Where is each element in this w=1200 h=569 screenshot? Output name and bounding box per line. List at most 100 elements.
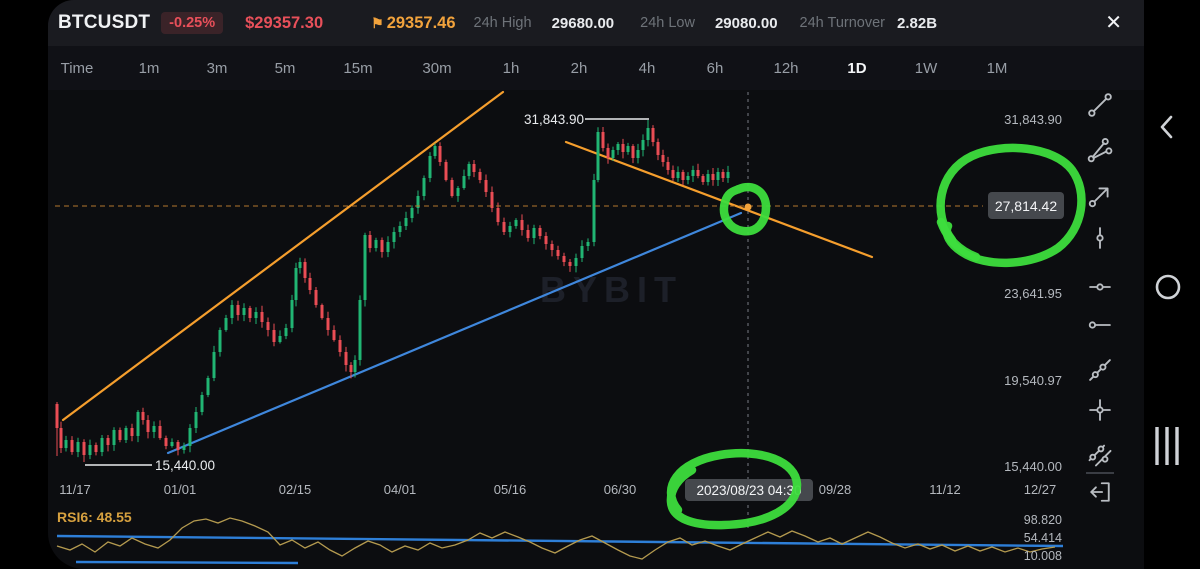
price-axis-label[interactable]: 15,440.00 bbox=[1004, 459, 1062, 474]
nav-back-button[interactable] bbox=[1154, 112, 1182, 147]
candle bbox=[82, 442, 86, 455]
candle bbox=[94, 445, 98, 452]
time-axis-label[interactable]: 09/28 bbox=[818, 482, 852, 497]
candle bbox=[112, 430, 116, 445]
candle bbox=[716, 172, 720, 180]
candle bbox=[363, 235, 367, 300]
time-axis-label[interactable]: 01/01 bbox=[163, 482, 197, 497]
nav-home-button[interactable] bbox=[1152, 271, 1184, 308]
candle bbox=[641, 140, 645, 150]
timeframe-tab-1d[interactable]: 1D bbox=[847, 59, 867, 77]
time-axis-label[interactable]: 11/17 bbox=[59, 482, 91, 497]
horizontal-line-icon[interactable] bbox=[1086, 273, 1114, 301]
candle bbox=[472, 164, 476, 172]
timeframe-tab-1m[interactable]: 1M bbox=[986, 59, 1008, 77]
home-circle-icon bbox=[1155, 274, 1181, 300]
recents-bars-icon bbox=[1155, 427, 1179, 465]
cross-line-icon[interactable] bbox=[1086, 396, 1114, 424]
candle bbox=[601, 132, 605, 148]
candle bbox=[76, 442, 80, 452]
descending-resistance-orange[interactable] bbox=[564, 140, 874, 259]
price-axis-label[interactable]: 23,641.95 bbox=[1004, 286, 1062, 301]
candle bbox=[496, 208, 500, 222]
time-axis-label[interactable]: 11/12 bbox=[929, 482, 961, 497]
candle bbox=[294, 268, 298, 300]
vertical-line-icon[interactable] bbox=[1086, 224, 1114, 252]
candle bbox=[212, 352, 216, 378]
high-label: 24h High bbox=[473, 15, 532, 31]
trend-line-icon[interactable] bbox=[1086, 91, 1114, 119]
multi-point-line-icon[interactable] bbox=[1086, 136, 1114, 164]
candle bbox=[130, 428, 134, 436]
timeframe-tab-15m[interactable]: 15m bbox=[343, 59, 373, 77]
candle bbox=[611, 150, 615, 158]
time-axis-label[interactable]: 02/15 bbox=[278, 482, 312, 497]
candle bbox=[508, 226, 512, 232]
candle bbox=[526, 230, 530, 238]
time-axis-label[interactable]: 04/01 bbox=[383, 482, 417, 497]
flag-icon: ⚑ bbox=[371, 14, 384, 31]
candle bbox=[586, 242, 590, 246]
candle bbox=[303, 262, 307, 278]
ascending-support-blue[interactable] bbox=[166, 211, 743, 455]
timeframe-tab-30m[interactable]: 30m bbox=[422, 59, 452, 77]
candle bbox=[681, 172, 685, 180]
candle bbox=[349, 365, 353, 372]
candle bbox=[284, 328, 288, 336]
candle bbox=[308, 278, 312, 290]
candle bbox=[706, 174, 710, 182]
pair-symbol: BTCUSDT bbox=[58, 12, 151, 33]
back-chevron-icon bbox=[1160, 115, 1173, 139]
candle bbox=[206, 378, 210, 395]
timeframe-tab-1m[interactable]: 1m bbox=[138, 59, 160, 77]
timeframe-tab-time[interactable]: Time bbox=[60, 59, 94, 77]
exit-drawing-icon[interactable] bbox=[1086, 478, 1114, 506]
crosshair-date-badge: 2023/08/23 04:30 bbox=[685, 479, 813, 501]
candle bbox=[298, 262, 302, 268]
timeframe-tab-5m[interactable]: 5m bbox=[274, 59, 296, 77]
candle bbox=[636, 150, 640, 158]
timeframe-tab-12h[interactable]: 12h bbox=[773, 59, 799, 77]
nav-recents-button[interactable] bbox=[1152, 424, 1182, 473]
close-icon[interactable]: ✕ bbox=[1105, 12, 1122, 34]
candle bbox=[272, 330, 276, 342]
candle bbox=[314, 290, 318, 305]
turnover-label: 24h Turnover bbox=[799, 15, 885, 31]
timeframe-tab-6h[interactable]: 6h bbox=[706, 59, 724, 77]
candle bbox=[701, 176, 705, 182]
candle bbox=[380, 240, 384, 252]
candle bbox=[450, 180, 454, 196]
candle bbox=[59, 428, 63, 448]
rsi-indicator-label: RSI6: 48.55 bbox=[57, 509, 132, 525]
candle bbox=[242, 308, 246, 315]
horizontal-ray-icon[interactable] bbox=[1086, 311, 1114, 339]
rising-wedge-upper-orange[interactable] bbox=[61, 90, 505, 422]
timeframe-tab-4h[interactable]: 4h bbox=[638, 59, 656, 77]
candle bbox=[326, 318, 330, 330]
time-axis-label[interactable]: 06/30 bbox=[603, 482, 637, 497]
candle bbox=[88, 445, 92, 455]
crosshair-price-badge: 27,814.42 bbox=[988, 192, 1064, 219]
trend-arrow-icon[interactable] bbox=[1086, 182, 1114, 210]
parallel-channel-icon[interactable] bbox=[1086, 441, 1114, 474]
candle bbox=[616, 144, 620, 150]
candle bbox=[230, 305, 234, 318]
mark-price-wrap: ⚑ 29357.46 bbox=[371, 14, 455, 33]
timeframe-tab-1h[interactable]: 1h bbox=[502, 59, 520, 77]
time-axis-label[interactable]: 05/16 bbox=[493, 482, 527, 497]
candle bbox=[428, 156, 432, 178]
extended-line-icon[interactable] bbox=[1086, 356, 1114, 384]
timeframe-tab-2h[interactable]: 2h bbox=[570, 59, 588, 77]
candle bbox=[422, 178, 426, 196]
candle bbox=[64, 440, 68, 448]
candle bbox=[224, 318, 228, 330]
timeframe-tab-3m[interactable]: 3m bbox=[206, 59, 228, 77]
time-axis-label[interactable]: 12/27 bbox=[1023, 482, 1057, 497]
candle bbox=[696, 170, 700, 176]
timeframe-tab-1w[interactable]: 1W bbox=[914, 59, 938, 77]
price-axis-label[interactable]: 31,843.90 bbox=[1004, 112, 1062, 127]
candle bbox=[404, 218, 408, 226]
low-label: 24h Low bbox=[640, 15, 695, 31]
price-axis-label[interactable]: 19,540.97 bbox=[1004, 373, 1062, 388]
